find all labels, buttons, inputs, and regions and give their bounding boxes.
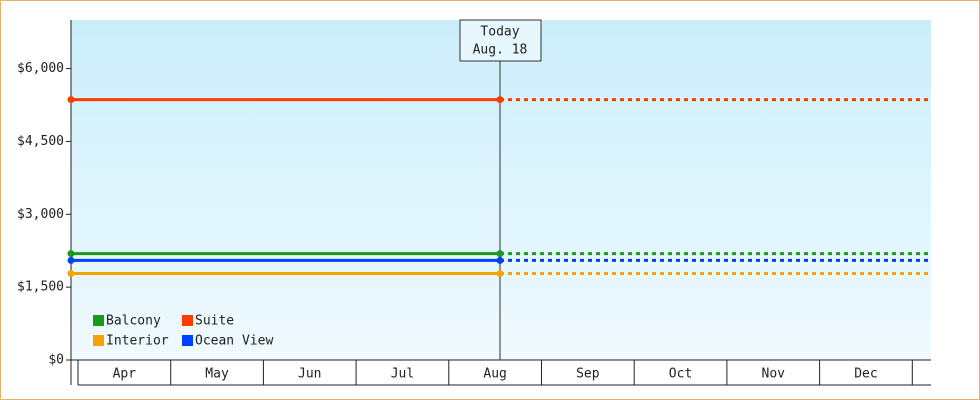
today-label: Aug. 18: [473, 43, 528, 58]
point: [67, 96, 75, 104]
y-tick-label: $4,500: [17, 134, 64, 149]
x-tick-label: Jun: [298, 367, 321, 382]
x-tick-label: Nov: [762, 367, 786, 382]
x-tick-label: Oct: [669, 367, 692, 382]
point: [67, 256, 75, 264]
legend-label: Interior: [106, 334, 169, 349]
legend-swatch: [93, 335, 104, 346]
x-tick-label: Aug: [483, 367, 506, 382]
legend-swatch: [93, 315, 104, 326]
legend-label: Ocean View: [195, 334, 273, 349]
point: [67, 270, 75, 278]
x-tick-label: Jul: [391, 367, 414, 382]
x-tick-label: May: [205, 367, 229, 382]
point: [496, 270, 504, 278]
point: [496, 250, 504, 258]
point: [67, 250, 75, 258]
y-tick-label: $3,000: [17, 207, 64, 222]
x-tick-label: Dec: [854, 367, 877, 382]
y-tick-label: $1,500: [17, 280, 64, 295]
plot-area: [71, 20, 931, 360]
today-label: Today: [480, 25, 519, 40]
legend-label: Suite: [195, 314, 234, 329]
y-tick-label: $0: [48, 353, 64, 368]
point: [496, 96, 504, 104]
legend-label: Balcony: [106, 314, 161, 329]
x-tick-label: Sep: [576, 367, 600, 382]
legend-swatch: [182, 315, 193, 326]
y-tick-label: $6,000: [17, 61, 64, 76]
legend-swatch: [182, 335, 193, 346]
x-tick-label: Apr: [113, 367, 137, 382]
today-box: [459, 19, 542, 62]
point: [496, 256, 504, 264]
